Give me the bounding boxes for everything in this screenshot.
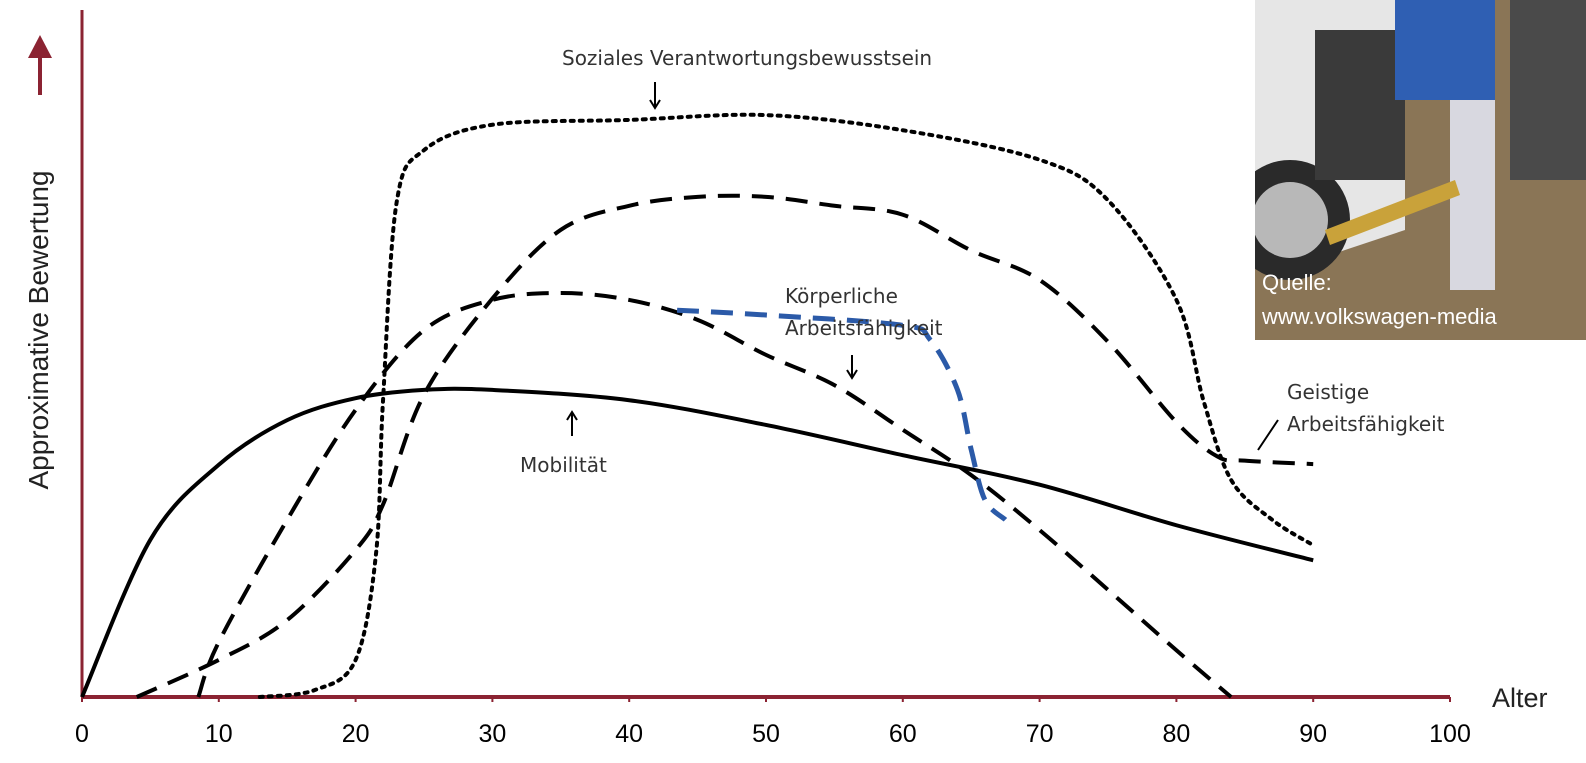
- x-tick-label: 60: [889, 720, 917, 748]
- annotation-arrows: [567, 82, 1278, 450]
- y-axis-label: Approximative Bewertung: [23, 170, 54, 489]
- annotation: Körperliche Arbeitsfähigkeit: [785, 280, 985, 344]
- x-tick-label: 70: [1026, 720, 1054, 748]
- annotation: Soziales Verantwortungsbewusstsein: [562, 42, 932, 74]
- caption: Quelle:: [1262, 270, 1332, 296]
- x-tick-label: 90: [1299, 720, 1327, 748]
- x-tick-label: 80: [1162, 720, 1190, 748]
- series-line: [82, 389, 1313, 697]
- axis-arrow: [28, 35, 52, 58]
- photo: Quelle: www.volkswagen-media: [1255, 0, 1586, 340]
- x-tick-label: 40: [615, 720, 643, 748]
- annotation: Geistige Arbeitsfähigkeit: [1287, 376, 1487, 440]
- x-tick-label: 20: [342, 720, 370, 748]
- x-axis-label: Alter: [1492, 683, 1548, 713]
- x-tick-label: 50: [752, 720, 780, 748]
- x-tick-label: 100: [1429, 720, 1471, 748]
- annotation: Mobilität: [520, 449, 607, 481]
- x-tick-label: 30: [478, 720, 506, 748]
- door: [1315, 30, 1405, 180]
- arrow: [1258, 420, 1278, 450]
- rim: [1255, 182, 1328, 258]
- x-tick-label: 0: [75, 720, 89, 748]
- series-line: [137, 196, 1313, 697]
- door-open: [1510, 0, 1586, 180]
- caption: www.volkswagen-media: [1262, 304, 1497, 330]
- x-tick-label: 10: [205, 720, 233, 748]
- worker-shirt: [1395, 0, 1495, 100]
